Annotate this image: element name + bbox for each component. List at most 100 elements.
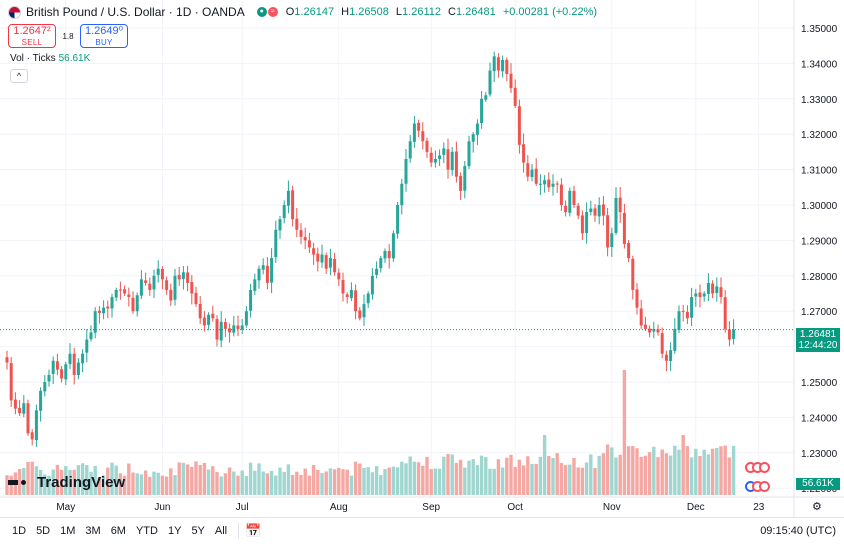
- candle-body: [34, 410, 38, 441]
- volume-bar: [706, 454, 711, 495]
- utc-clock[interactable]: 09:15:40 (UTC): [760, 525, 836, 537]
- candle-body: [618, 197, 622, 213]
- settings-gear-icon[interactable]: ⚙: [812, 501, 822, 513]
- range-5d[interactable]: 5D: [36, 525, 51, 537]
- market-status-icon[interactable]: ● ≈: [256, 7, 278, 17]
- volume-bar: [265, 473, 270, 495]
- candle-body: [429, 152, 433, 163]
- volume-bar: [668, 455, 673, 495]
- sell-button[interactable]: 1.2647² SELL: [8, 24, 56, 48]
- volume-bar: [475, 465, 480, 495]
- volume-bar: [429, 468, 433, 495]
- candle-body: [102, 307, 106, 314]
- volume-bar: [450, 454, 454, 495]
- volume-bar: [282, 471, 286, 495]
- candle-body: [375, 268, 379, 275]
- volume-bar: [353, 461, 358, 495]
- candle-body: [270, 258, 274, 283]
- toolbar-divider: [238, 523, 240, 539]
- candle-body: [144, 280, 148, 283]
- volume-bar: [253, 470, 257, 495]
- range-5y[interactable]: 5Y: [191, 525, 205, 537]
- volume-bar: [618, 454, 622, 495]
- volume-bar: [278, 467, 282, 495]
- volume-bar: [85, 465, 89, 495]
- volume-bar: [26, 461, 30, 495]
- candle-body: [76, 362, 80, 376]
- volume-bar: [479, 455, 484, 495]
- candle-body: [522, 144, 526, 163]
- candle-body: [698, 292, 702, 298]
- candle-body: [622, 213, 626, 244]
- candle-body: [513, 87, 517, 106]
- volume-bar: [593, 467, 597, 495]
- volume-legend[interactable]: Vol · Ticks 56.61K: [10, 53, 90, 64]
- candle-body: [450, 151, 454, 171]
- range-6m[interactable]: 6M: [110, 525, 126, 537]
- close-value: 1.26481: [456, 6, 496, 18]
- volume-bar: [345, 469, 349, 495]
- y-tick-label: 1.25000: [801, 378, 838, 389]
- candle-body: [181, 272, 185, 279]
- buy-button[interactable]: 1.2649⁰ BUY: [80, 24, 128, 48]
- range-3m[interactable]: 3M: [85, 525, 101, 537]
- symbol-title[interactable]: British Pound / U.S. Dollar · 1D · OANDA: [26, 5, 245, 19]
- x-tick-label: Dec: [687, 502, 705, 513]
- y-tick-label: 1.34000: [801, 59, 838, 70]
- volume-bar: [614, 457, 618, 495]
- volume-bar: [580, 467, 585, 495]
- y-tick-label: 1.33000: [801, 95, 838, 106]
- candle-body: [391, 233, 395, 259]
- ohlc-values: O1.26147 H1.26508 L1.26112 C1.26481 +0.0…: [285, 6, 598, 18]
- candle-body: [694, 293, 698, 297]
- events-marker-icon[interactable]: [745, 462, 771, 474]
- volume-bar: [542, 435, 547, 495]
- open-value: 1.26147: [294, 6, 335, 18]
- bar-countdown: 12:44:20: [798, 339, 838, 351]
- volume-bar: [425, 456, 429, 495]
- candle-body: [551, 183, 555, 187]
- volume-bar: [589, 454, 593, 495]
- date-range-calendar-icon[interactable]: 📅: [245, 523, 262, 538]
- volume-bar: [185, 464, 190, 495]
- volume-bar: [433, 468, 438, 495]
- candle-body: [648, 328, 652, 333]
- range-all[interactable]: All: [214, 525, 228, 537]
- collapse-legend-button[interactable]: ^: [10, 69, 28, 83]
- candle-body: [160, 269, 164, 280]
- tradingview-logo[interactable]: TradingView: [8, 474, 125, 491]
- candle-body: [538, 183, 542, 185]
- volume-bar: [349, 475, 354, 495]
- range-1d[interactable]: 1D: [12, 525, 27, 537]
- price-chart[interactable]: 1.35000 1.34000 1.33000 1.32000 1.31000 1.300…: [0, 0, 844, 517]
- candle-body: [681, 310, 685, 312]
- range-ytd[interactable]: YTD: [135, 525, 158, 537]
- range-1y[interactable]: 1Y: [167, 525, 182, 537]
- volume-bar: [118, 473, 123, 495]
- candle-body: [257, 268, 261, 281]
- x-tick-label: Nov: [603, 502, 621, 513]
- candle-body: [408, 141, 412, 159]
- candle-body: [232, 325, 236, 333]
- volume-bar: [534, 463, 538, 495]
- volume-bar: [362, 467, 366, 495]
- volume-bar: [135, 473, 139, 495]
- volume-bar: [248, 462, 253, 495]
- volume-bar: [395, 467, 400, 495]
- volume-bar: [139, 474, 144, 495]
- volume-bar: [698, 456, 702, 495]
- economic-events-icon[interactable]: [745, 481, 771, 493]
- volume-bar: [446, 454, 450, 495]
- volume-bar: [114, 465, 118, 495]
- x-tick-label: Jul: [236, 502, 249, 513]
- change-value: +0.00281 (+0.22%): [502, 6, 598, 18]
- candle-body: [501, 59, 505, 72]
- candle-body: [488, 70, 492, 95]
- candle-body: [9, 363, 13, 401]
- volume-bar: [404, 463, 408, 495]
- candle-body: [404, 158, 408, 184]
- candle-body: [484, 95, 488, 100]
- candle-body: [530, 169, 534, 178]
- range-1m[interactable]: 1M: [60, 525, 76, 537]
- candle-body: [303, 237, 307, 241]
